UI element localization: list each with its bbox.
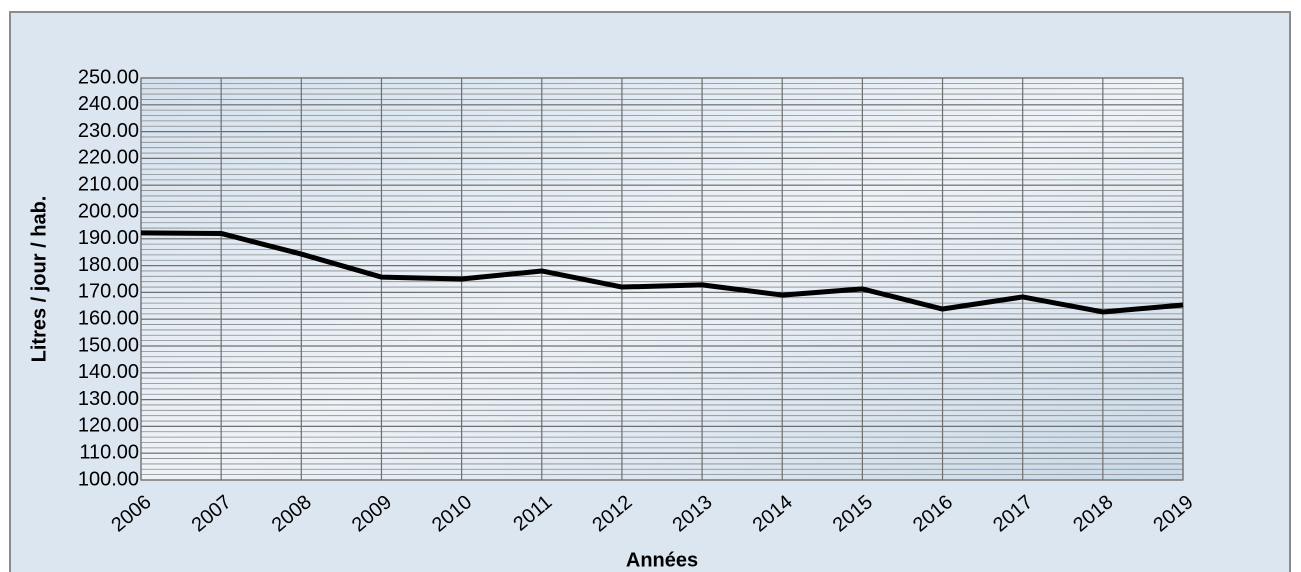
y-tick-label: 250.00 [78,66,139,88]
y-tick-label: 210.00 [78,173,139,195]
y-tick-label: 240.00 [78,93,139,115]
y-axis-label: Litres / jour / hab. [28,196,50,363]
chart: Litres / jour / hab. Années 100.00 110.00… [0,0,1301,572]
y-tick-label: 150.00 [78,334,139,356]
y-tick-label: 170.00 [78,281,139,303]
y-tick-label: 130.00 [78,388,139,410]
y-tick-label: 160.00 [78,307,139,329]
y-tick-label: 100.00 [78,468,139,490]
y-tick-label: 180.00 [78,254,139,276]
y-tick-label: 220.00 [78,147,139,169]
y-tick-label: 230.00 [78,120,139,142]
y-tick-label: 120.00 [78,415,139,437]
plot-area [141,78,1183,480]
y-tick-label: 140.00 [78,361,139,383]
x-axis-label: Années [626,549,698,571]
y-tick-label: 200.00 [78,200,139,222]
y-tick-label: 110.00 [79,441,139,463]
y-tick-label: 190.00 [78,227,139,249]
